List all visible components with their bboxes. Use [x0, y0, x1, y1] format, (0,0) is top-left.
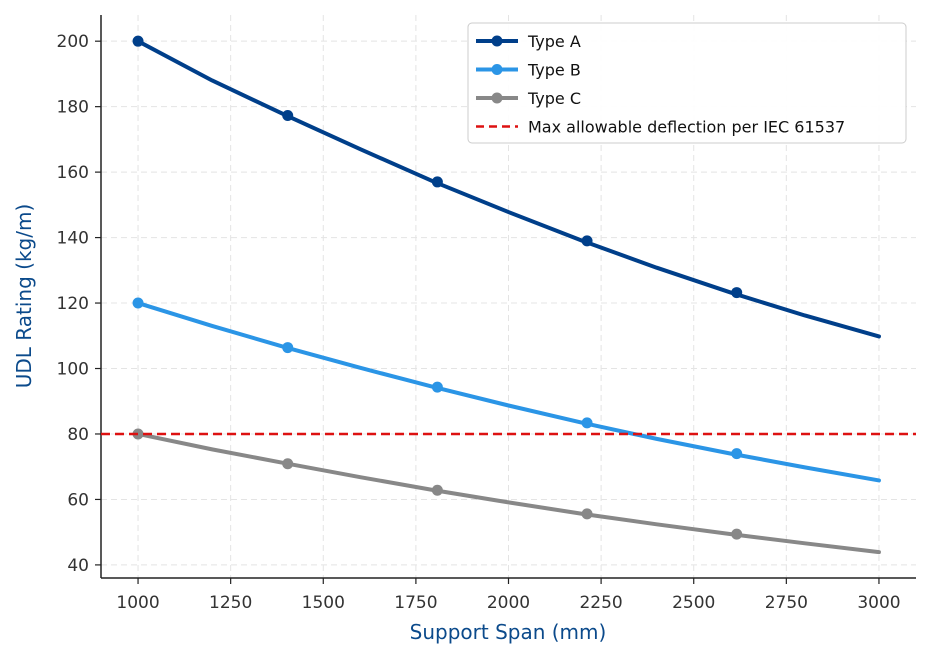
data-point — [581, 508, 593, 520]
legend-item: Max allowable deflection per IEC 61537 — [476, 118, 845, 137]
y-tick-label: 140 — [57, 229, 89, 249]
y-tick-label: 100 — [57, 360, 89, 380]
y-tick-label: 40 — [67, 556, 89, 576]
series — [132, 35, 881, 555]
y-tick-label: 200 — [57, 32, 89, 52]
legend-item: Type C — [476, 89, 581, 108]
legend-item: Type B — [476, 61, 581, 80]
data-point — [282, 342, 294, 354]
y-axis-title: UDL Rating (kg/m) — [12, 204, 36, 388]
legend: Type A Type B Type C Max allowable deflecti… — [467, 22, 907, 144]
x-tick-label: 2500 — [672, 593, 715, 613]
series-line — [136, 431, 881, 555]
tick-labels: 1000 1250 1500 1750 2000 2250 2500 2750 3000 40 60… — [57, 32, 901, 613]
y-tick-label: 60 — [67, 490, 89, 510]
data-point — [581, 417, 593, 429]
series-type-c — [132, 428, 881, 555]
data-point — [282, 458, 294, 470]
y-tick-label: 180 — [57, 98, 89, 118]
x-tick-label: 2250 — [579, 593, 622, 613]
data-point — [132, 428, 144, 440]
legend-label: Max allowable deflection per IEC 61537 — [528, 118, 845, 137]
x-tick-label: 2750 — [765, 593, 808, 613]
x-axis-title: Support Span (mm) — [410, 620, 607, 644]
data-point — [431, 176, 443, 188]
data-point — [132, 35, 144, 47]
legend-box — [467, 22, 907, 144]
y-tick-label: 120 — [57, 294, 89, 314]
x-tick-label: 2000 — [487, 593, 530, 613]
data-point — [581, 235, 593, 247]
legend-label: Type B — [527, 61, 581, 80]
x-tick-label: 3000 — [857, 593, 900, 613]
legend-marker — [491, 64, 503, 75]
x-tick-label: 1500 — [302, 593, 345, 613]
x-tick-label: 1000 — [116, 593, 159, 613]
data-point — [431, 381, 443, 393]
legend-label: Type C — [527, 89, 581, 108]
legend-label: Type A — [527, 32, 581, 51]
axes — [95, 15, 916, 584]
data-point — [431, 484, 443, 496]
data-point — [731, 287, 743, 299]
y-tick-label: 160 — [57, 163, 89, 183]
series-type-a — [132, 35, 881, 339]
x-tick-label: 1250 — [209, 593, 252, 613]
legend-marker — [491, 92, 503, 104]
legend-marker — [491, 35, 503, 47]
x-tick-label: 1750 — [394, 593, 437, 613]
data-point — [132, 297, 144, 309]
series-line — [136, 39, 881, 339]
y-tick-label: 80 — [67, 425, 89, 445]
legend-item: Type A — [476, 32, 581, 51]
data-point — [731, 448, 743, 460]
data-point — [731, 528, 743, 540]
series-line — [136, 301, 881, 483]
series-type-b — [132, 297, 881, 483]
data-point — [282, 109, 294, 121]
